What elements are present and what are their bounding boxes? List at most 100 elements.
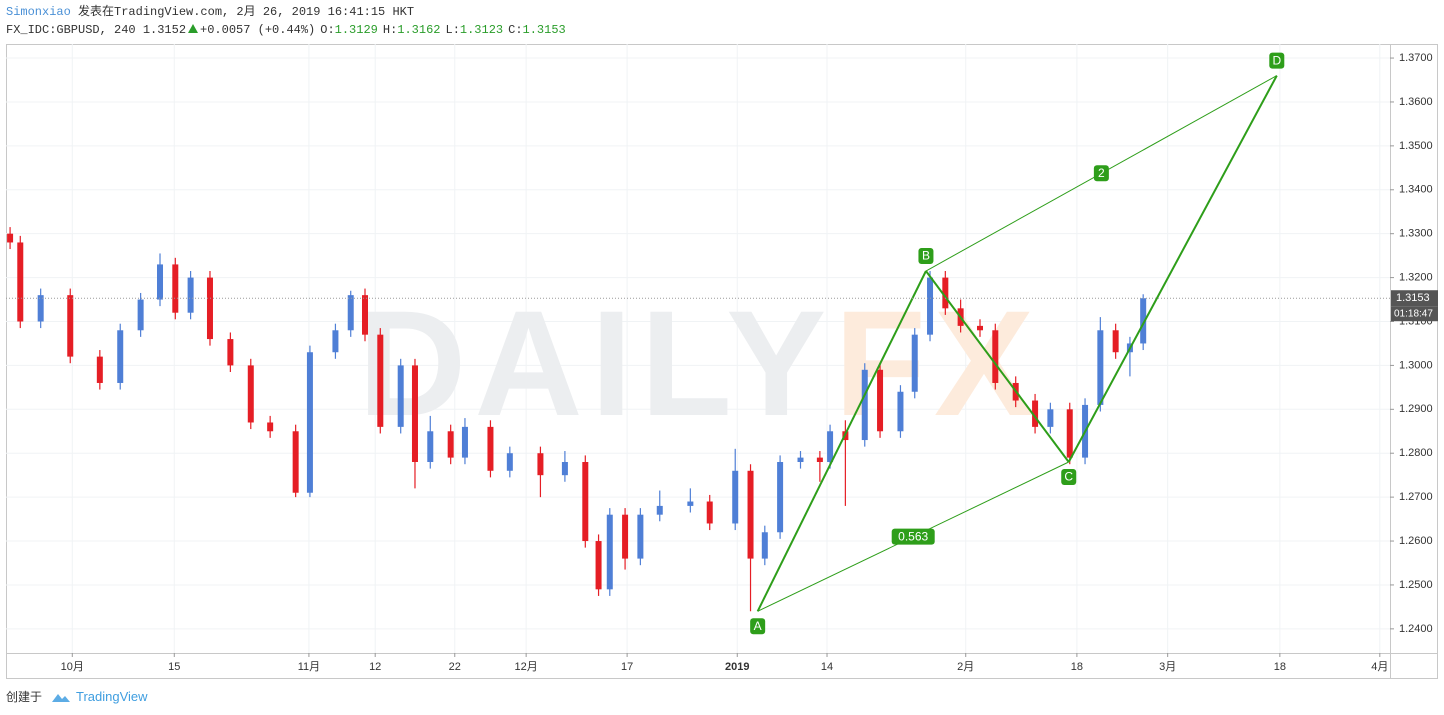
- pattern-label: 2: [1098, 166, 1105, 180]
- grid: [6, 44, 1390, 653]
- watermark: DAILYFX: [358, 279, 1042, 447]
- x-tick-label: 3月: [1159, 661, 1176, 673]
- pattern-line: [756, 270, 927, 612]
- y-tick-label: 1.3500: [1399, 140, 1433, 152]
- axes: 1.2400 1.2500 1.2600 1.2700 1.2800 1.2900 1.30…: [6, 52, 1438, 673]
- candle-body: [942, 277, 949, 309]
- pattern-badge: [1269, 52, 1285, 69]
- pattern-label: 0.563: [898, 529, 928, 543]
- candle-body: [816, 457, 823, 463]
- candle-body: [777, 462, 784, 533]
- x-tick-label: 11月: [298, 661, 320, 673]
- candle-body: [977, 325, 984, 331]
- brand[interactable]: TradingView: [76, 689, 148, 704]
- pattern-line: [1067, 75, 1278, 463]
- last-price-box: [1391, 290, 1438, 307]
- pattern-label: D: [1272, 53, 1281, 67]
- candle-body: [362, 295, 369, 335]
- candle-body: [827, 431, 834, 463]
- pattern-label: A: [754, 619, 762, 633]
- candle-body: [157, 264, 164, 300]
- candle-body: [595, 541, 602, 590]
- x-tick-label: 12月: [515, 661, 538, 673]
- candle-body: [227, 339, 234, 366]
- x-tick-label: 14: [821, 661, 833, 673]
- footer: 创建于 TradingView: [6, 688, 148, 705]
- candle-body: [137, 299, 144, 331]
- ohlc: O:1.3129 H:1.3162 L:1.3123 C:1.3153: [315, 23, 566, 37]
- candle-body: [877, 369, 884, 432]
- candle-body: [206, 277, 213, 340]
- candle-body: [761, 532, 768, 559]
- candle-body: [1066, 409, 1073, 458]
- header-line: FX_IDC:GBPUSD, 240 1.3152 +0.0057 (+0.44%…: [6, 21, 566, 39]
- candle-body: [561, 462, 568, 476]
- countdown-label: 01:18:47: [1394, 308, 1433, 319]
- x-tick-label: 2月: [957, 661, 974, 673]
- candle-body: [622, 514, 629, 559]
- candle-body: [797, 457, 804, 463]
- candle-body: [1097, 330, 1104, 405]
- y-tick-label: 1.3300: [1399, 228, 1433, 240]
- brand-logo[interactable]: [50, 690, 72, 704]
- x-tick-label: 12: [369, 661, 381, 673]
- ohlc-key: C:: [508, 23, 523, 37]
- ohlc-value: 1.3123: [459, 23, 504, 37]
- x-tick-label: 4月: [1371, 661, 1388, 673]
- candle-body: [656, 505, 663, 515]
- candle-body: [17, 242, 24, 322]
- candle-body: [117, 330, 124, 383]
- x-tick-label: 18: [1071, 661, 1083, 673]
- candle-body: [637, 514, 644, 559]
- symbol: FX_IDC:GBPUSD, 240 1.3152: [6, 23, 187, 37]
- candle-body: [927, 277, 934, 335]
- pattern-badge: [1061, 469, 1077, 486]
- created-label: 创建于: [6, 690, 43, 704]
- up-arrow: [188, 24, 199, 33]
- candle-body: [37, 295, 44, 322]
- y-tick-label: 1.3200: [1399, 271, 1433, 283]
- pattern-label: B: [922, 249, 930, 263]
- pattern-badge: [750, 618, 766, 635]
- last-price-label: 1.3153: [1396, 292, 1430, 304]
- candle-body: [7, 233, 14, 243]
- author[interactable]: Simonxiao: [6, 5, 71, 19]
- candle-body: [247, 365, 254, 423]
- candle-body: [347, 295, 354, 331]
- candle-body: [897, 391, 904, 432]
- x-tick-label: 22: [449, 661, 461, 673]
- ohlc-value: 1.3129: [334, 23, 378, 37]
- candle-body: [267, 422, 274, 432]
- candle-body: [332, 330, 339, 353]
- y-tick-label: 1.3700: [1399, 52, 1433, 64]
- candle-body: [1140, 298, 1147, 344]
- pattern-badge: [891, 528, 935, 545]
- candle-body: [187, 277, 194, 313]
- candle-body: [911, 334, 918, 392]
- candle-body: [706, 501, 713, 524]
- countdown-box: [1391, 306, 1438, 322]
- watermark-part: DAILY: [358, 279, 834, 447]
- ohlc-key: L:: [445, 23, 460, 37]
- candle-body: [506, 453, 513, 471]
- change: +0.0057 (+0.44%): [200, 23, 316, 37]
- candle-body: [292, 431, 299, 493]
- candle-body: [397, 365, 404, 427]
- candle-body: [306, 352, 313, 493]
- candle-body: [606, 514, 613, 590]
- x-tick-label: 10月: [61, 661, 84, 673]
- candle-body: [487, 426, 494, 471]
- candle-body: [411, 365, 418, 463]
- pattern-line: [925, 270, 1070, 463]
- candle-body: [447, 431, 454, 458]
- x-tick-label: 18: [1274, 661, 1286, 673]
- ohlc-key: O:: [320, 23, 335, 37]
- candle-body: [172, 264, 179, 313]
- candle-body: [427, 431, 434, 463]
- pattern: A B C D 0.563 2: [750, 52, 1285, 635]
- chart-frame: [6, 44, 1438, 679]
- candle-body: [732, 470, 739, 524]
- candle-body: [461, 426, 468, 458]
